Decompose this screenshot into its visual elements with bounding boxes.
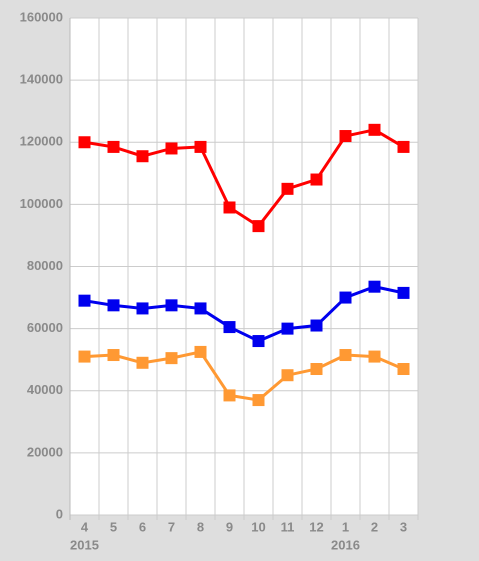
marker: [252, 220, 265, 233]
marker: [136, 150, 149, 163]
marker: [368, 123, 381, 136]
marker: [136, 356, 149, 369]
x-tick-label: 7: [168, 519, 175, 534]
marker: [78, 350, 91, 363]
marker: [310, 173, 323, 186]
marker: [78, 294, 91, 307]
marker: [397, 140, 410, 153]
marker: [223, 201, 236, 214]
x-tick-label: 3: [400, 519, 407, 534]
marker: [339, 130, 352, 143]
marker: [165, 352, 178, 365]
marker: [78, 136, 91, 149]
marker: [281, 322, 294, 335]
y-tick-label: 60000: [27, 320, 63, 335]
x-tick-label: 9: [226, 519, 233, 534]
y-tick-label: 140000: [20, 72, 63, 87]
y-tick-label: 100000: [20, 196, 63, 211]
marker: [368, 350, 381, 363]
marker: [252, 394, 265, 407]
x-tick-label: 2: [371, 519, 378, 534]
y-tick-label: 80000: [27, 258, 63, 273]
x-group-label: 2015: [70, 537, 99, 552]
x-tick-label: 6: [139, 519, 146, 534]
x-tick-label: 1: [342, 519, 349, 534]
marker: [165, 299, 178, 312]
marker: [194, 302, 207, 315]
marker: [339, 349, 352, 362]
marker: [397, 286, 410, 299]
marker: [310, 319, 323, 332]
y-tick-label: 160000: [20, 9, 63, 24]
marker: [368, 280, 381, 293]
marker: [107, 140, 120, 153]
y-tick-label: 20000: [27, 444, 63, 459]
marker: [194, 345, 207, 358]
marker: [281, 369, 294, 382]
marker: [339, 291, 352, 304]
marker: [281, 182, 294, 195]
x-tick-label: 10: [251, 519, 265, 534]
x-group-label: 2016: [331, 537, 360, 552]
marker: [223, 321, 236, 334]
y-tick-label: 0: [56, 506, 63, 521]
marker: [397, 363, 410, 376]
marker: [107, 349, 120, 362]
x-tick-label: 5: [110, 519, 117, 534]
marker: [310, 363, 323, 376]
x-tick-label: 11: [281, 519, 295, 534]
marker: [165, 142, 178, 155]
x-tick-label: 12: [309, 519, 323, 534]
marker: [136, 302, 149, 315]
y-tick-label: 40000: [27, 382, 63, 397]
marker: [223, 389, 236, 402]
marker: [252, 335, 265, 348]
marker: [194, 140, 207, 153]
x-tick-label: 4: [81, 519, 89, 534]
marker: [107, 299, 120, 312]
x-tick-label: 8: [197, 519, 204, 534]
y-tick-label: 120000: [20, 134, 63, 149]
